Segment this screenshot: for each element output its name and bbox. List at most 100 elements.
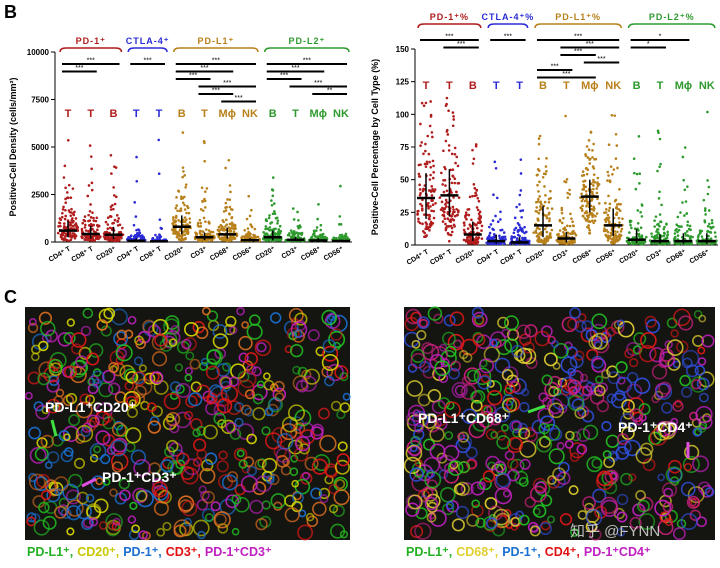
cell xyxy=(633,332,647,346)
significance-label: ** xyxy=(327,88,333,95)
cell xyxy=(237,423,254,440)
dot xyxy=(619,202,622,206)
dot xyxy=(184,220,187,224)
dot xyxy=(112,221,115,225)
cell-type: T xyxy=(87,108,94,120)
dot xyxy=(432,171,435,174)
cell xyxy=(168,442,183,457)
dot xyxy=(451,175,455,178)
legend-item: PD-1⁺CD3⁺ xyxy=(205,545,272,559)
dot xyxy=(653,234,657,238)
dot xyxy=(114,195,118,199)
dot xyxy=(547,197,551,201)
dot xyxy=(499,210,502,214)
cell xyxy=(183,517,192,527)
cell xyxy=(151,481,168,498)
dot xyxy=(537,157,541,161)
dot xyxy=(584,185,588,189)
dot xyxy=(451,212,454,216)
dot xyxy=(174,214,178,218)
dot xyxy=(243,229,246,232)
y-tick-label: 100 xyxy=(396,110,410,119)
dot xyxy=(227,158,231,162)
dot xyxy=(654,215,658,218)
cell xyxy=(108,382,121,395)
dot xyxy=(445,189,449,193)
dot xyxy=(537,137,541,140)
dot xyxy=(432,216,436,220)
dot xyxy=(62,176,66,179)
dot xyxy=(455,190,458,194)
cell xyxy=(129,399,137,407)
dot xyxy=(545,157,548,160)
dot xyxy=(604,220,608,224)
cell xyxy=(684,444,700,460)
cell xyxy=(548,385,559,397)
cell xyxy=(550,340,559,348)
y-tick-label: 50 xyxy=(400,176,409,185)
cell xyxy=(333,489,350,506)
dot xyxy=(440,171,443,175)
cell-type: NK xyxy=(605,80,621,92)
dot xyxy=(450,191,453,194)
dot xyxy=(514,226,518,230)
cell xyxy=(263,372,271,381)
dot xyxy=(417,209,420,213)
cell xyxy=(160,459,174,473)
cell xyxy=(680,386,693,398)
cell xyxy=(665,466,683,484)
dot xyxy=(444,104,448,107)
dot xyxy=(688,236,692,240)
cell xyxy=(342,392,351,401)
cell xyxy=(95,477,104,486)
cell-type: B xyxy=(633,80,641,92)
dot xyxy=(446,217,450,220)
dot xyxy=(476,221,480,224)
dot xyxy=(181,237,184,241)
dot xyxy=(183,174,186,177)
cell xyxy=(318,487,331,500)
dot xyxy=(473,194,477,198)
cell xyxy=(663,487,674,498)
dot xyxy=(609,165,613,168)
cell xyxy=(556,441,565,450)
dot xyxy=(566,242,569,245)
cell xyxy=(281,416,298,433)
dot xyxy=(545,230,549,234)
dot xyxy=(424,149,427,153)
cell xyxy=(24,391,33,400)
cell xyxy=(616,527,626,537)
dot xyxy=(610,113,614,117)
dot xyxy=(71,234,75,238)
cell xyxy=(683,462,693,472)
cell xyxy=(591,355,604,369)
cell xyxy=(66,318,75,327)
cell xyxy=(651,394,660,404)
dot xyxy=(418,175,421,178)
cell xyxy=(421,486,434,499)
dot xyxy=(659,162,662,166)
dot xyxy=(158,218,162,221)
cell xyxy=(176,452,190,467)
dot xyxy=(476,241,480,244)
dot xyxy=(537,190,540,193)
dot xyxy=(277,228,281,231)
dot xyxy=(585,166,588,170)
cell xyxy=(568,485,579,496)
cell xyxy=(130,449,147,465)
cell xyxy=(273,380,285,393)
cell xyxy=(689,509,702,521)
cell xyxy=(108,361,120,373)
dot xyxy=(593,207,596,210)
dot xyxy=(66,196,69,199)
dot xyxy=(315,226,319,229)
dot xyxy=(632,157,636,160)
dot xyxy=(424,235,428,238)
cell xyxy=(481,404,492,416)
dot xyxy=(200,186,204,190)
cell xyxy=(444,401,461,419)
dot xyxy=(61,211,64,215)
cell xyxy=(35,404,51,420)
cell xyxy=(559,513,573,526)
dot xyxy=(702,242,706,246)
